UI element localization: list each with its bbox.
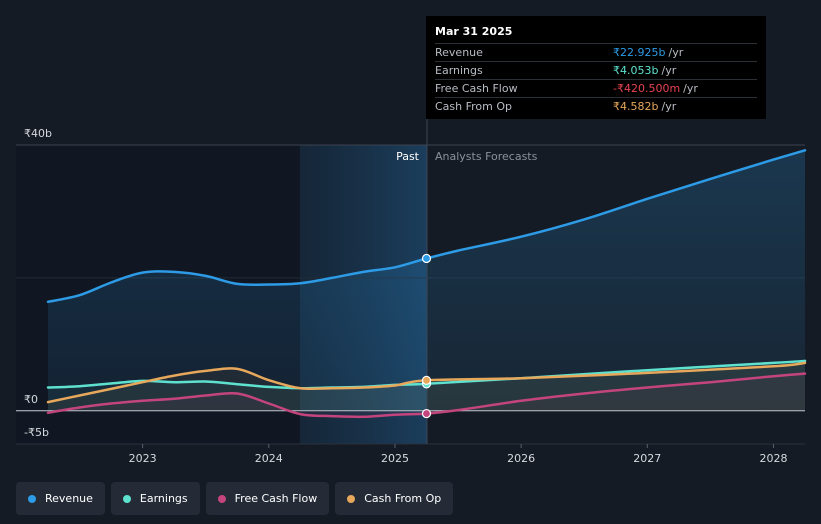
tooltip-date: Mar 31 2025 xyxy=(435,25,513,38)
free-cash-flow-line xyxy=(46,372,807,419)
tooltip-value: ₹4.582b xyxy=(613,100,659,113)
tooltip-unit: /yr xyxy=(661,100,677,113)
tooltip-unit: /yr xyxy=(683,82,698,95)
legend-item-revenue[interactable]: Revenue xyxy=(16,482,105,515)
tooltip-value: -₹420.500m xyxy=(613,82,681,95)
y-tick-label: ₹40b xyxy=(24,127,52,140)
x-tick-label: 2024 xyxy=(255,452,283,465)
legend-item-free-cash-flow[interactable]: Free Cash Flow xyxy=(205,482,330,515)
free-cash-flow-area xyxy=(48,373,805,417)
tooltip-value: ₹4.053b xyxy=(613,64,659,77)
revenue-line xyxy=(46,149,807,304)
x-tick-label: 2028 xyxy=(759,452,787,465)
legend-label: Earnings xyxy=(139,492,188,505)
legend-dot-icon xyxy=(122,494,131,503)
tooltip-row-earnings: Earnings ₹4.053b /yr xyxy=(435,61,757,79)
data-tooltip: Mar 31 2025 Revenue ₹22.925b /yr Earning… xyxy=(426,16,766,119)
tooltip-label: Earnings xyxy=(435,64,483,77)
legend-label: Cash From Op xyxy=(364,492,442,505)
revenue-marker xyxy=(421,253,432,264)
y-tick-label: ₹0 xyxy=(24,393,38,406)
tooltip-value: ₹22.925b xyxy=(613,46,666,59)
cash-from-op-marker xyxy=(421,375,432,385)
legend-dot-icon xyxy=(28,494,36,503)
tooltip-label: Free Cash Flow xyxy=(435,82,518,95)
legend-dot-icon xyxy=(217,494,226,503)
x-tick-label: 2027 xyxy=(633,452,661,465)
legend-dot-icon xyxy=(347,494,356,503)
x-tick-label: 2026 xyxy=(507,452,535,465)
x-tick-label: 2023 xyxy=(129,452,157,465)
legend-item-cash-from-op[interactable]: Cash From Op xyxy=(335,482,454,515)
cash-from-op-line xyxy=(46,361,807,404)
tooltip-label: Cash From Op xyxy=(435,100,513,113)
forecast-label: Analysts Forecasts xyxy=(435,150,538,163)
tooltip-unit: /yr xyxy=(668,46,684,59)
tooltip-label: Revenue xyxy=(435,46,483,59)
past-label: Past xyxy=(396,150,420,163)
tooltip-row-free-cash-flow: Free Cash Flow -₹420.500m /yr xyxy=(435,79,757,97)
legend-item-earnings[interactable]: Earnings xyxy=(110,482,200,515)
tooltip-row-cash-from-op: Cash From Op ₹4.582b /yr xyxy=(435,97,757,115)
x-tick-label: 2025 xyxy=(381,452,409,465)
tooltip-row-revenue: Revenue ₹22.925b /yr xyxy=(435,43,757,61)
free-cash-flow-marker xyxy=(421,408,432,419)
legend-label: Revenue xyxy=(45,492,93,505)
tooltip-unit: /yr xyxy=(661,64,677,77)
chart-legend: Revenue Earnings Free Cash Flow Cash Fro… xyxy=(16,482,454,515)
legend-label: Free Cash Flow xyxy=(234,492,318,505)
y-tick-label: -₹5b xyxy=(24,426,49,439)
